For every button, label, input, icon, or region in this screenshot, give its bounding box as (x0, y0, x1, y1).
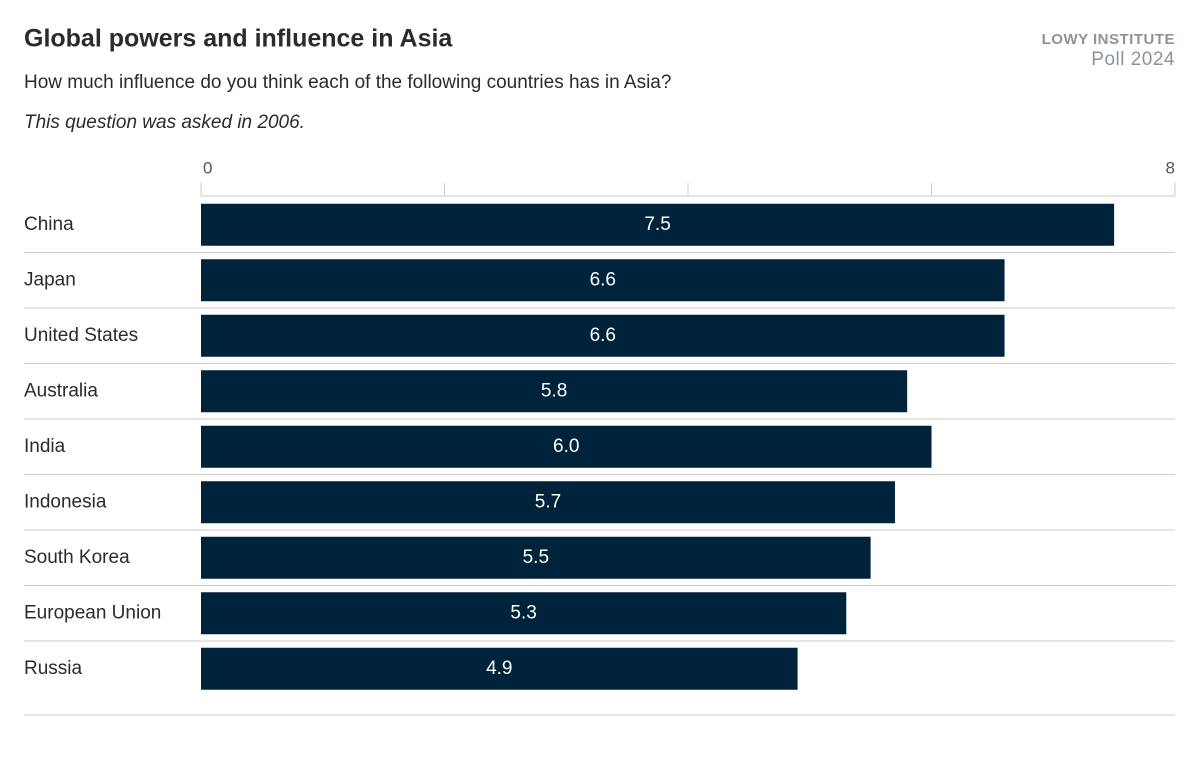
chart-subtitle: How much influence do you think each of … (24, 72, 671, 93)
bar (201, 592, 847, 635)
x-tick-label: 8 (1166, 158, 1175, 177)
category-label: United States (24, 325, 138, 346)
category-label: Russia (24, 658, 83, 679)
category-label: South Korea (24, 547, 130, 568)
value-label: 5.5 (523, 547, 549, 568)
value-label: 6.6 (590, 269, 616, 290)
category-label: India (24, 436, 66, 457)
bar (201, 536, 871, 579)
bar (201, 425, 932, 468)
x-tick-label: 0 (203, 158, 212, 177)
value-label: 6.6 (590, 325, 616, 346)
bar (201, 370, 908, 413)
bar (201, 203, 1115, 246)
bar (201, 481, 895, 524)
bar (201, 647, 798, 690)
category-label: European Union (24, 602, 161, 623)
value-label: 4.9 (486, 658, 512, 679)
category-label: Japan (24, 269, 76, 290)
value-label: 6.0 (553, 436, 579, 457)
category-label: Indonesia (24, 491, 107, 512)
value-label: 5.8 (541, 380, 567, 401)
chart-note: This question was asked in 2006. (24, 112, 305, 133)
brand-name: LOWY INSTITUTE (1042, 31, 1175, 48)
value-label: 7.5 (644, 214, 670, 235)
bar (201, 314, 1005, 357)
value-label: 5.3 (510, 602, 536, 623)
category-label: Australia (24, 380, 98, 401)
chart-title: Global powers and influence in Asia (24, 25, 453, 53)
value-label: 5.7 (535, 491, 561, 512)
category-label: China (24, 214, 74, 235)
bar (201, 259, 1005, 302)
brand-edition: Poll 2024 (1091, 49, 1175, 70)
